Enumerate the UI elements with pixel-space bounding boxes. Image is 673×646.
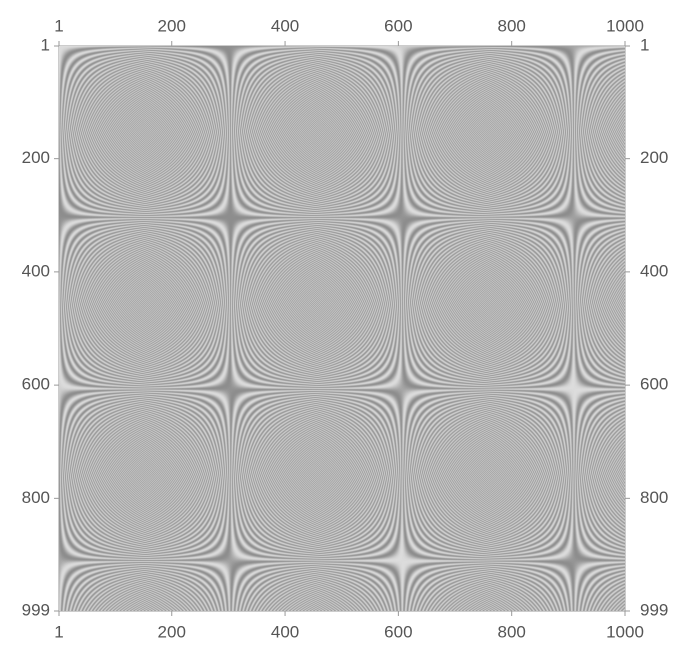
- y-tick-label-right: 200: [640, 148, 668, 167]
- x-tick-label-top: 1000: [606, 16, 644, 35]
- y-tick-label-left: 999: [22, 600, 50, 619]
- x-tick-label-top: 1: [54, 16, 63, 35]
- x-tick-label-bottom: 200: [158, 622, 186, 641]
- heatmap-image: [59, 46, 625, 611]
- x-tick-label-top: 400: [271, 16, 299, 35]
- x-tick-label-top: 600: [384, 16, 412, 35]
- y-tick-label-left: 200: [22, 148, 50, 167]
- x-tick-label-bottom: 600: [384, 622, 412, 641]
- x-tick-label-bottom: 800: [497, 622, 525, 641]
- y-tick-label-left: 400: [22, 261, 50, 280]
- y-tick-label-right: 600: [640, 375, 668, 394]
- y-tick-label-right: 1: [640, 35, 649, 54]
- y-tick-label-right: 400: [640, 261, 668, 280]
- y-tick-label-right: 999: [640, 600, 668, 619]
- y-tick-label-left: 600: [22, 375, 50, 394]
- y-tick-label-left: 1: [41, 35, 50, 54]
- y-tick-label-left: 800: [22, 488, 50, 507]
- x-tick-label-bottom: 1: [54, 622, 63, 641]
- x-tick-label-bottom: 1000: [606, 622, 644, 641]
- x-tick-label-top: 200: [158, 16, 186, 35]
- x-tick-label-top: 800: [497, 16, 525, 35]
- x-tick-label-bottom: 400: [271, 622, 299, 641]
- y-tick-label-right: 800: [640, 488, 668, 507]
